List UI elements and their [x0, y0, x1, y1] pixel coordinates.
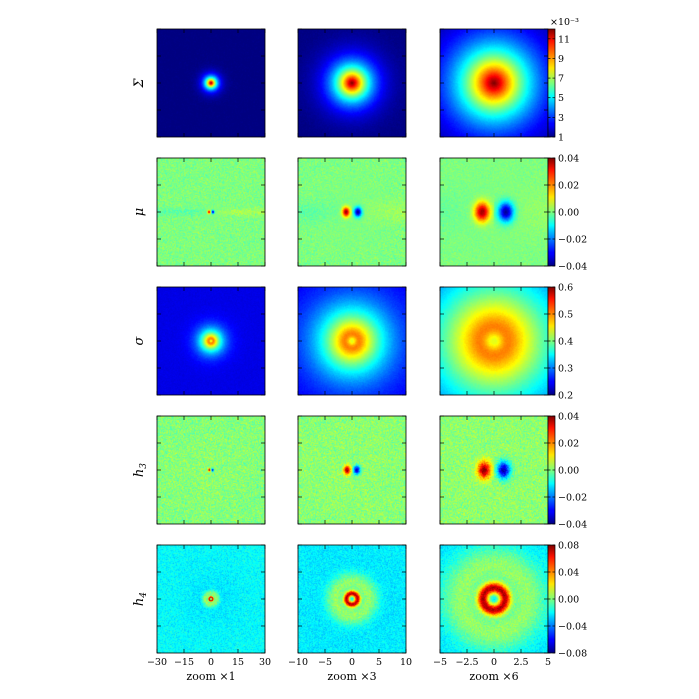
heatmap-image	[157, 29, 265, 137]
heatmap-panel	[439, 157, 549, 267]
heatmap-image	[440, 287, 548, 395]
colorbar-tick-label: −0.02	[558, 493, 587, 504]
x-tick-label: 5	[376, 657, 382, 668]
heatmap-panel	[297, 544, 407, 654]
colorbar-tick-label: 0.5	[558, 310, 573, 321]
heatmap-panel	[439, 544, 549, 654]
colorbar-tick-label: 7	[558, 74, 564, 85]
heatmap-panel	[297, 415, 407, 525]
column-label: zoom ×3	[327, 670, 376, 683]
heatmap-panel	[156, 415, 266, 525]
colorbar-tick-label: 0.04	[558, 154, 579, 165]
row-label-h3: h3	[132, 463, 149, 477]
x-tick-label: −30	[147, 657, 167, 668]
colorbar-gradient	[547, 28, 556, 138]
heatmap-image	[440, 158, 548, 266]
x-tick-label: −10	[288, 657, 308, 668]
x-tick-label: 0	[491, 657, 497, 668]
heatmap-image	[298, 287, 406, 395]
colorbar-tick-label: −0.04	[558, 622, 587, 633]
colorbar-tick-label: −0.02	[558, 235, 587, 246]
x-tick-label: −5	[318, 657, 332, 668]
x-tick-label: 2.5	[513, 657, 528, 668]
heatmap-image	[157, 158, 265, 266]
heatmap-panel	[297, 157, 407, 267]
colorbar-tick-label: 3	[558, 113, 564, 124]
row-labels: Σμ σ h3 h4	[132, 78, 149, 606]
heatmap-panel	[156, 157, 266, 267]
colorbar: 0.04 0.02 0.00 −0.02 −0.04	[547, 154, 587, 273]
colorbar: 0.6 0.5 0.4 0.3 0.2	[547, 283, 573, 402]
heatmap-image	[298, 416, 406, 524]
x-tick-label: −2.5	[455, 657, 478, 668]
colorbar-tick-label: −0.04	[558, 520, 587, 531]
colorbar: 11 9 7 5 3 1 ×10⁻³	[547, 17, 579, 144]
colorbar-tick-label: 0.08	[558, 541, 579, 552]
heatmap-panel	[439, 28, 549, 138]
colorbar-tick-label: 11	[558, 34, 570, 45]
row-label-Sigma: Σ	[132, 78, 147, 89]
heatmap-panel	[156, 544, 266, 654]
colorbar-tick-label: 0.2	[558, 391, 573, 402]
column-label: zoom ×1	[186, 670, 235, 683]
heatmap-image	[157, 287, 265, 395]
heatmap-image	[298, 158, 406, 266]
heatmap-image	[440, 29, 548, 137]
colorbar-tick-label: 0.00	[558, 208, 579, 219]
colorbar-tick-label: 5	[558, 93, 564, 104]
heatmap-image	[440, 545, 548, 653]
x-tick-label: 0	[208, 657, 214, 668]
colorbars: 11 9 7 5 3 1 ×10⁻³ 0.04 0.02 0.00 −0.02 −0.04 0.6 0.5…	[547, 17, 587, 660]
x-tick-label: 10	[400, 657, 412, 668]
colorbar-tick-label: 0.00	[558, 466, 579, 477]
colorbar-tick-label: 0.4	[558, 337, 573, 348]
colorbar: 0.04 0.02 0.00 −0.02 −0.04	[547, 412, 587, 531]
heatmap-image	[298, 29, 406, 137]
x-tick-label: 15	[232, 657, 244, 668]
heatmap-image	[298, 545, 406, 653]
colorbar-tick-label: −0.04	[558, 262, 587, 273]
colorbar-tick-label: 1	[558, 133, 564, 144]
colorbar-tick-label: 9	[558, 54, 564, 65]
colorbar-tick-label: 0.02	[558, 181, 579, 192]
colorbar-tick-label: 0.04	[558, 412, 579, 423]
heatmap-panel	[297, 286, 407, 396]
colorbar-tick-label: −0.08	[558, 649, 587, 660]
x-tick-label: −15	[174, 657, 194, 668]
heatmap-panel	[156, 286, 266, 396]
heatmap-panel	[297, 28, 407, 138]
colorbar-tick-label: 0.00	[558, 595, 579, 606]
colorbar-tick-label: 0.02	[558, 439, 579, 450]
heatmap-image	[440, 416, 548, 524]
colorbar-tick-label: 0.04	[558, 568, 579, 579]
x-tick-label: 30	[259, 657, 271, 668]
heatmap-panel	[156, 28, 266, 138]
colorbar-multiplier: ×10⁻³	[550, 17, 579, 28]
row-label-mu: μ	[132, 208, 147, 216]
x-axes: −30 −15 0 15 30 zoom ×1 −10 −5 0 5 10 zoom ×3 −5 −2.5…	[147, 657, 551, 683]
colorbar-tick-label: 0.6	[558, 283, 573, 294]
colorbar: 0.08 0.04 0.00 −0.04 −0.08	[547, 541, 587, 660]
x-tick-label: −5	[433, 657, 447, 668]
heatmap-panel	[439, 286, 549, 396]
panel-grid	[156, 28, 549, 654]
heatmap-image	[157, 545, 265, 653]
row-label-h4: h4	[132, 592, 149, 606]
row-label-sigma: σ	[132, 335, 147, 345]
heatmap-image	[157, 416, 265, 524]
x-tick-label: 5	[545, 657, 551, 668]
heatmap-panel	[439, 415, 549, 525]
x-tick-label: 0	[349, 657, 355, 668]
column-label: zoom ×6	[469, 670, 518, 683]
colorbar-tick-label: 0.3	[558, 364, 573, 375]
